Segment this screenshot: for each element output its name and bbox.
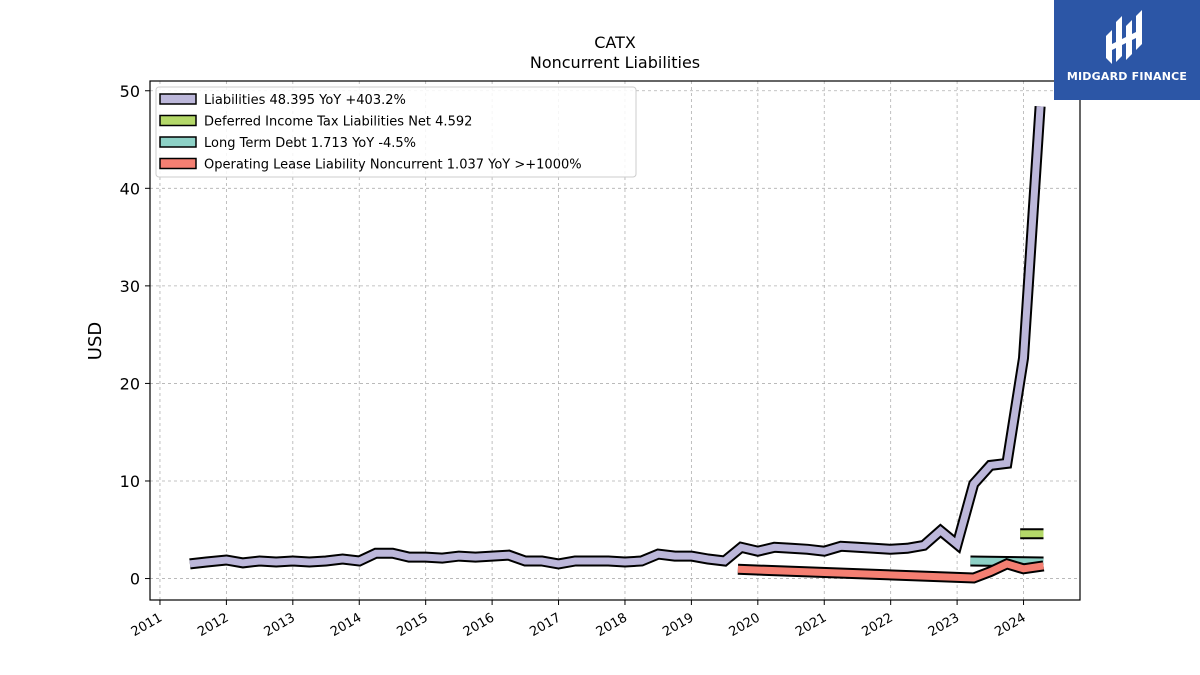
chart-title: CATX	[594, 33, 636, 52]
series-4	[737, 558, 1045, 584]
brand-logo: MIDGARD FINANCE	[1054, 0, 1200, 100]
legend-swatch	[159, 93, 197, 105]
legend-label: Liabilities 48.395 YoY +403.2%	[204, 93, 406, 108]
y-tick-label: 40	[120, 179, 140, 198]
x-tick-label: 2018	[594, 610, 630, 640]
x-tick-label: 2022	[860, 610, 896, 640]
x-tick-label: 2019	[660, 610, 696, 640]
y-tick-label: 0	[130, 570, 140, 589]
legend-label: Operating Lease Liability Noncurrent 1.0…	[204, 158, 582, 173]
x-tick-label: 2020	[727, 610, 763, 640]
series-1	[189, 106, 1046, 570]
x-tick-label: 2023	[926, 610, 962, 640]
plot-frame	[149, 80, 1081, 601]
x-tick-label: 2013	[262, 610, 298, 640]
y-tick-label: 50	[120, 82, 140, 101]
legend: Liabilities 48.395 YoY +403.2% Deferred I…	[155, 86, 637, 178]
brand-mark-icon	[1106, 10, 1142, 64]
y-tick-label: 10	[120, 472, 140, 491]
series-layer	[189, 106, 1046, 584]
x-tick-label: 2014	[328, 610, 364, 640]
x-tick-label: 2017	[527, 610, 563, 640]
y-tick-label: 20	[120, 374, 140, 393]
legend-label: Deferred Income Tax Liabilities Net 4.59…	[204, 115, 472, 130]
chart-subtitle: Noncurrent Liabilities	[530, 53, 700, 72]
series-line	[189, 106, 1044, 568]
legend-swatch	[159, 136, 197, 148]
y-axis-label: USD	[85, 322, 106, 360]
x-tick-label: 2011	[129, 610, 165, 640]
x-tick-label: 2024	[992, 610, 1028, 640]
y-tick-label: 30	[120, 277, 140, 296]
legend-swatch	[159, 157, 197, 170]
series-line	[737, 560, 1045, 582]
brand-name: MIDGARD FINANCE	[1066, 70, 1188, 83]
legend-swatch	[159, 114, 197, 127]
legend-box	[155, 86, 637, 178]
x-tick-label: 2015	[395, 610, 431, 640]
x-tick-label: 2016	[461, 610, 497, 640]
x-tick-label: 2021	[793, 610, 829, 640]
legend-label: Long Term Debt 1.713 YoY -4.5%	[204, 136, 416, 151]
x-tick-label: 2012	[195, 610, 231, 640]
